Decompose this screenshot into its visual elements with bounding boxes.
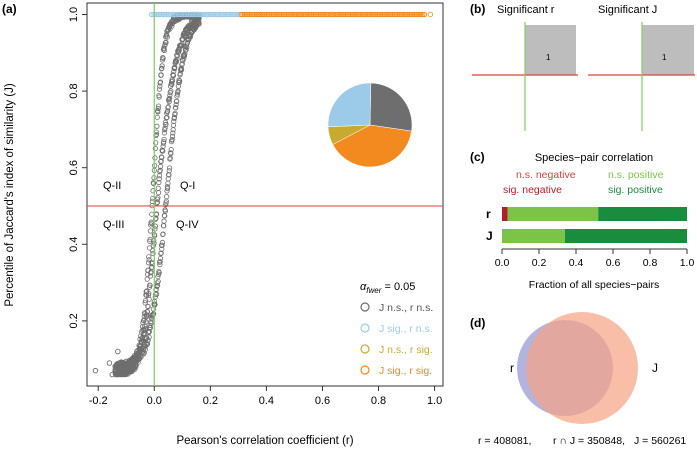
x-tick-label: 0.8 — [371, 395, 386, 407]
point-ns-ns — [162, 219, 166, 223]
point-ns-ns — [164, 194, 168, 198]
quadrant-label-q1: Q-I — [180, 180, 195, 192]
legend-label: J n.s., r sig. — [379, 344, 433, 356]
legend-marker — [361, 366, 369, 374]
venn-caption-j: J = 560261 — [634, 435, 686, 447]
venn-panel: r J r = 408081, r ∩ J = 350848, J = 5602… — [478, 312, 686, 447]
y-tick-label: 0.4 — [68, 237, 80, 252]
bar-segment — [502, 229, 565, 243]
venn-j-circle — [526, 312, 638, 424]
y-tick-label: 0.2 — [68, 313, 80, 328]
bar-chart-title: Species−pair correlation — [535, 152, 653, 164]
legend-marker — [361, 324, 369, 332]
significance-panel: Significant r Significant J 1 1 — [472, 4, 695, 131]
legend: αfwer = 0.05 J n.s., r n.s. J sig., r n.s… — [360, 281, 433, 377]
y-tick-label: 0.6 — [68, 160, 80, 175]
r-quadrant-box — [525, 25, 576, 75]
point-outlier — [116, 349, 121, 354]
y-tick-label: 0.8 — [68, 83, 80, 98]
legend-label: J sig., r n.s. — [379, 323, 433, 335]
point-ns-ns — [167, 166, 171, 170]
bar-category-label: J — [486, 229, 493, 243]
legend-label: J sig., r sig. — [379, 365, 432, 377]
point-ns-ns — [160, 240, 164, 244]
x-axis-ticks: -0.2 0.0 0.2 0.4 0.6 0.8 1.0 — [89, 386, 443, 407]
y-axis-label: Percentile of Jaccard's index of similar… — [4, 83, 16, 306]
x-axis-label: Pearson's correlation coefficient (r) — [176, 435, 353, 447]
quadrant-label-q2: Q-II — [103, 180, 121, 192]
bar-category-label: r — [486, 207, 491, 221]
panel-a-label: (a) — [2, 2, 17, 16]
bar-x-tick-label: 0.2 — [532, 257, 547, 269]
scatter-panel: -0.2 0.0 0.2 0.4 0.6 0.8 1.0 0.2 0.4 0.6 0.8 1.0 P… — [4, 3, 443, 447]
point-outlier — [107, 361, 112, 366]
venn-caption-rj: r ∩ J = 350848, — [553, 435, 625, 447]
panel-c-label: (c) — [470, 150, 485, 164]
x-tick-label: 0.4 — [259, 395, 274, 407]
point-ns-ns — [151, 307, 155, 311]
y-tick-label: 1.0 — [68, 7, 80, 22]
x-tick-label: 0.6 — [315, 395, 330, 407]
bar-panel: Species−pair correlation n.s. negative s… — [486, 152, 694, 291]
venn-r-label: r — [510, 361, 514, 375]
point-outlier — [428, 12, 433, 17]
bar-x-tick-label: 1.0 — [680, 257, 695, 269]
bar-segment — [598, 207, 687, 221]
legend-label: J n.s., r n.s. — [379, 302, 433, 314]
bar-segment — [508, 207, 599, 221]
bar-x-axis-label: Fraction of all species−pairs — [529, 279, 659, 291]
legend-sig-negative: sig. negative — [503, 184, 562, 196]
x-tick-label: -0.2 — [89, 395, 108, 407]
significant-j-title: Significant J — [598, 4, 657, 16]
pie-chart — [328, 83, 412, 167]
legend-ns-negative: n.s. negative — [516, 169, 576, 181]
quadrant-label-q3: Q-III — [103, 219, 124, 231]
figure: (a) (b) (c) (d) -0.2 0.0 0.2 0.4 0.6 0.8 1.0 0… — [0, 0, 697, 449]
point-ns-ns — [155, 124, 159, 128]
bar-segment — [565, 229, 687, 243]
venn-j-label: J — [652, 361, 658, 375]
quadrant-label-q4: Q-IV — [176, 219, 199, 231]
bar-x-tick-label: 0.8 — [643, 257, 658, 269]
x-tick-label: 0.2 — [203, 395, 218, 407]
point-ns-ns — [156, 190, 160, 194]
bar-segment — [502, 207, 508, 221]
bar-x-tick-label: 0.4 — [569, 257, 584, 269]
bar-x-tick-label: 0.0 — [495, 257, 510, 269]
point-ns-ns — [155, 115, 159, 119]
legend-ns-positive: n.s. positive — [608, 169, 664, 181]
y-axis-ticks: 0.2 0.4 0.6 0.8 1.0 — [68, 7, 87, 329]
x-tick-label: 1.0 — [427, 395, 442, 407]
point-ns-ns — [147, 258, 151, 262]
bar-x-tick-label: 0.6 — [606, 257, 621, 269]
legend-marker — [361, 345, 369, 353]
point-outlier — [93, 368, 98, 373]
panel-b-label: (b) — [470, 2, 485, 16]
point-ns-ns — [148, 229, 152, 233]
legend-alpha: αfwer = 0.05 — [360, 281, 415, 295]
stacked-bars: rJ — [486, 207, 687, 243]
r-box-label: 1 — [546, 53, 551, 62]
pie-slice — [370, 83, 412, 131]
x-tick-label: 0.0 — [147, 395, 162, 407]
point-ns-ns — [150, 212, 154, 216]
bar-x-axis: 0.0 0.2 0.4 0.6 0.8 1.0 — [495, 249, 695, 269]
point-ns-ns — [156, 186, 160, 190]
point-ns-ns — [153, 156, 157, 160]
pie-slice — [328, 83, 371, 127]
legend-marker — [361, 303, 369, 311]
j-quadrant-box — [642, 25, 694, 75]
j-box-label: 1 — [662, 53, 667, 62]
panel-d-label: (d) — [470, 316, 485, 330]
venn-caption-r: r = 408081, — [478, 435, 531, 447]
legend-sig-positive: sig. positive — [608, 184, 663, 196]
significant-r-title: Significant r — [497, 4, 555, 16]
point-ns-ns — [171, 128, 175, 132]
